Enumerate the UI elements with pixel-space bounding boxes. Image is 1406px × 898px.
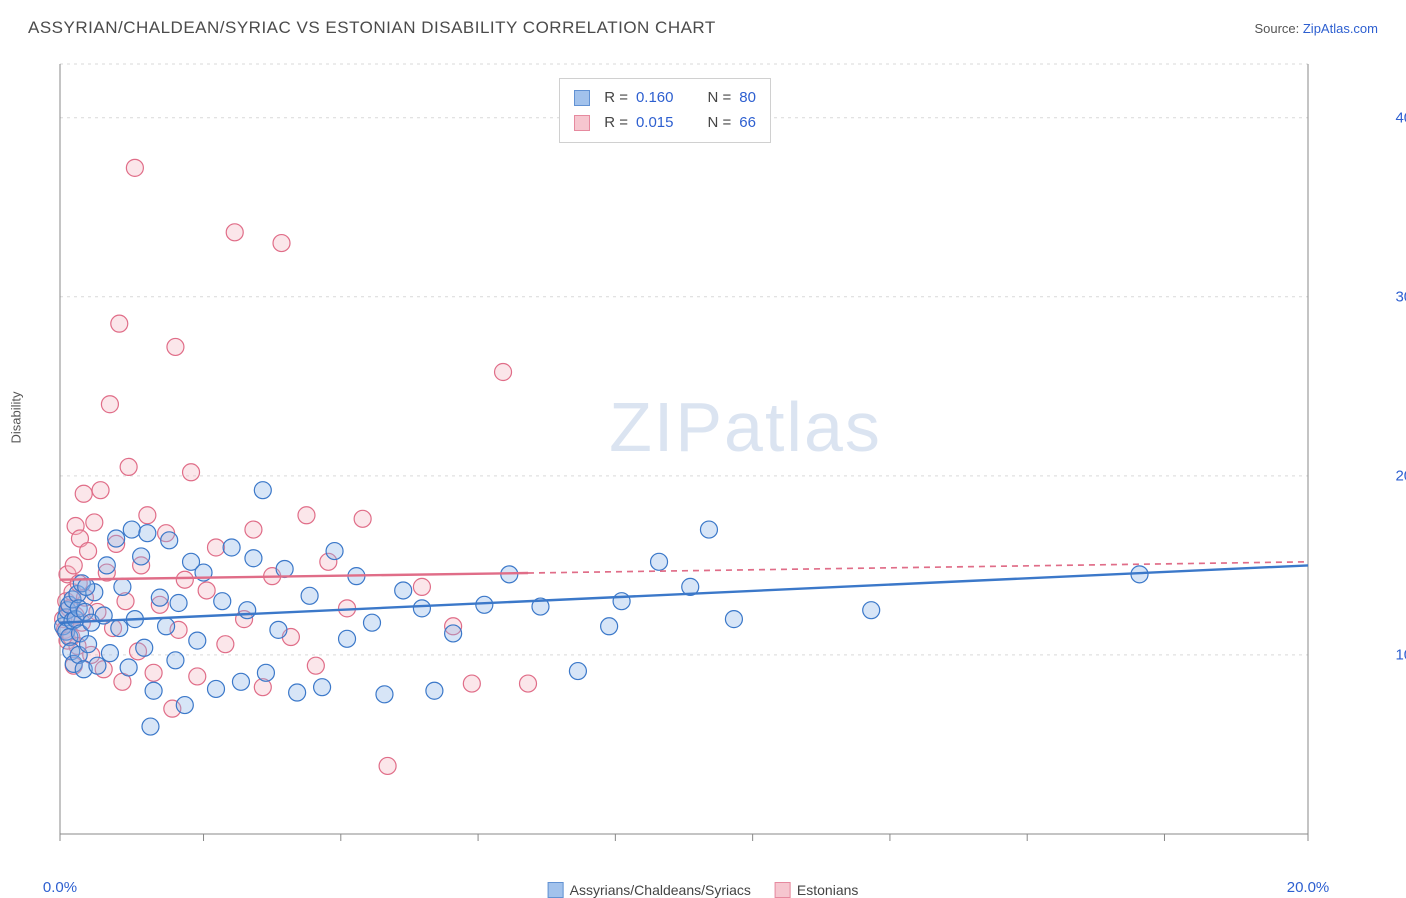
- legend-swatch: [574, 115, 590, 131]
- legend-r-value: 0.015: [636, 110, 674, 136]
- series-legend-label: Assyrians/Chaldeans/Syriacs: [570, 882, 751, 898]
- y-tick-label: 40.0%: [1395, 109, 1406, 126]
- legend-row: R = 0.015 N = 66: [574, 110, 756, 136]
- x-tick-label: 0.0%: [43, 879, 77, 896]
- chart-title: ASSYRIAN/CHALDEAN/SYRIAC VS ESTONIAN DIS…: [28, 18, 716, 38]
- series-legend-item: Assyrians/Chaldeans/Syriacs: [548, 882, 751, 898]
- x-tick-label: 20.0%: [1287, 879, 1330, 896]
- legend-r-label: R =: [604, 110, 628, 136]
- series-legend-label: Estonians: [797, 882, 858, 898]
- y-axis-label: Disability: [9, 391, 24, 443]
- y-tick-label: 30.0%: [1395, 288, 1406, 305]
- legend-n-value: 80: [739, 85, 756, 111]
- series-legend-item: Estonians: [775, 882, 858, 898]
- legend-r-value: 0.160: [636, 85, 674, 111]
- legend-swatch: [574, 90, 590, 106]
- chart-area: Disability ZIPatlas 10.0%20.0%30.0%40.0%…: [28, 54, 1378, 870]
- legend-row: R = 0.160 N = 80: [574, 85, 756, 111]
- legend-n-value: 66: [739, 110, 756, 136]
- source-prefix: Source:: [1254, 21, 1302, 36]
- legend-swatch: [775, 882, 791, 898]
- legend-r-label: R =: [604, 85, 628, 111]
- legend-n-label: N =: [708, 85, 732, 111]
- source-link[interactable]: ZipAtlas.com: [1303, 21, 1378, 36]
- source-attribution: Source: ZipAtlas.com: [1254, 21, 1378, 36]
- series-legend: Assyrians/Chaldeans/Syriacs Estonians: [548, 882, 859, 898]
- legend-swatch: [548, 882, 564, 898]
- y-tick-label: 10.0%: [1395, 646, 1406, 663]
- scatter-plot: [28, 54, 1378, 870]
- y-tick-label: 20.0%: [1395, 467, 1406, 484]
- legend-n-label: N =: [708, 110, 732, 136]
- correlation-legend: R = 0.160 N = 80 R = 0.015 N = 66: [559, 78, 771, 143]
